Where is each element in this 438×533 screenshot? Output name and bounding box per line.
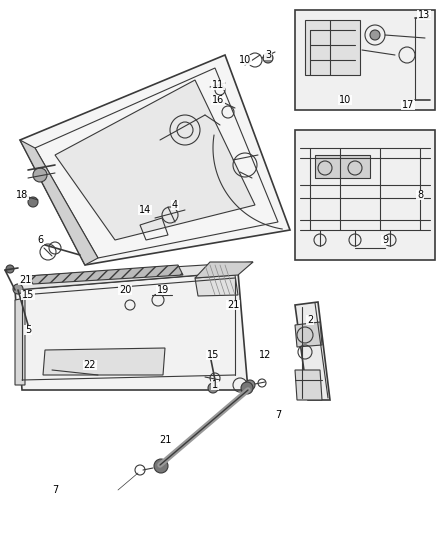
Text: 16: 16 (212, 95, 224, 105)
Polygon shape (295, 302, 330, 400)
Text: 10: 10 (339, 95, 351, 105)
Text: 6: 6 (37, 235, 43, 245)
Polygon shape (195, 262, 253, 278)
Text: 18: 18 (16, 190, 28, 200)
Polygon shape (15, 272, 248, 390)
Polygon shape (305, 20, 360, 75)
Circle shape (154, 459, 168, 473)
Circle shape (263, 53, 273, 63)
Circle shape (33, 168, 47, 182)
Polygon shape (295, 10, 435, 110)
Polygon shape (55, 80, 255, 240)
Polygon shape (15, 298, 25, 385)
Polygon shape (15, 262, 253, 290)
Text: 5: 5 (25, 325, 31, 335)
Text: 10: 10 (239, 55, 251, 65)
Text: 21: 21 (159, 435, 171, 445)
Circle shape (13, 284, 23, 294)
Polygon shape (20, 140, 98, 265)
Polygon shape (315, 155, 370, 178)
Text: 13: 13 (418, 10, 430, 20)
Polygon shape (295, 322, 322, 347)
Text: 14: 14 (139, 205, 151, 215)
Text: 15: 15 (22, 290, 34, 300)
Circle shape (208, 383, 218, 393)
Text: 8: 8 (417, 190, 423, 200)
Polygon shape (28, 265, 183, 284)
Polygon shape (195, 275, 238, 296)
Text: 7: 7 (52, 485, 58, 495)
Text: 20: 20 (119, 285, 131, 295)
Circle shape (245, 380, 255, 390)
Text: 17: 17 (402, 100, 414, 110)
Circle shape (6, 265, 14, 273)
Text: 7: 7 (275, 410, 281, 420)
Text: 2: 2 (307, 315, 313, 325)
Text: 22: 22 (84, 360, 96, 370)
Text: 4: 4 (172, 200, 178, 210)
Polygon shape (20, 55, 290, 265)
Circle shape (370, 30, 380, 40)
Text: 1: 1 (212, 380, 218, 390)
Polygon shape (295, 130, 435, 260)
Circle shape (28, 197, 38, 207)
Text: 21: 21 (227, 300, 239, 310)
Text: 11: 11 (212, 80, 224, 90)
Polygon shape (43, 348, 165, 375)
Text: 15: 15 (207, 350, 219, 360)
Polygon shape (295, 370, 322, 400)
Text: 3: 3 (265, 50, 271, 60)
Text: 9: 9 (382, 235, 388, 245)
Text: 19: 19 (157, 285, 169, 295)
Circle shape (241, 382, 253, 394)
Text: 21: 21 (19, 275, 31, 285)
Text: 12: 12 (259, 350, 271, 360)
